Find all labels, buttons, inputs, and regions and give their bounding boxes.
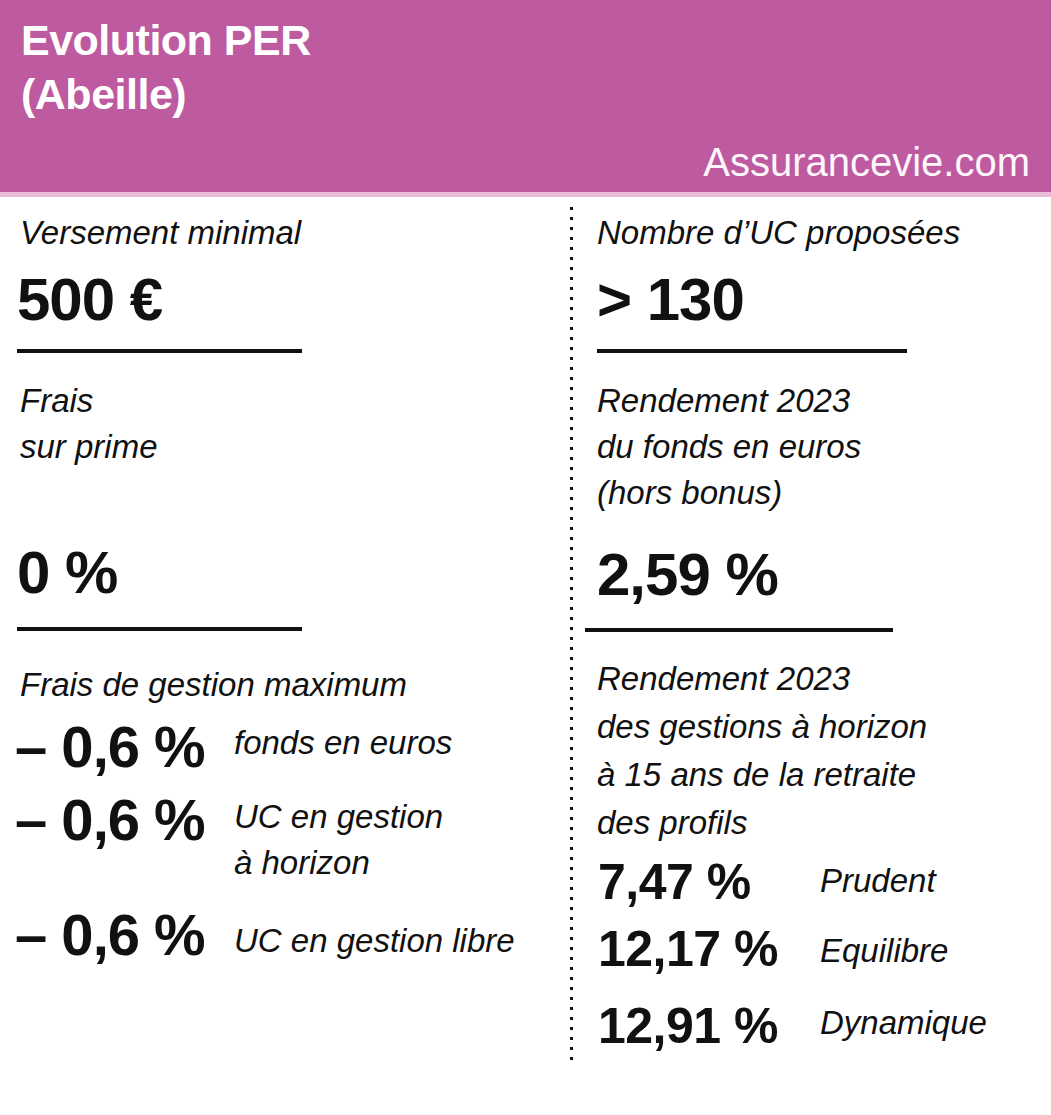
profile-label-prudent: Prudent [820, 858, 936, 904]
fee-value-uc-libre: – 0,6 % [15, 906, 205, 964]
label-rendement-fonds: Rendement 2023 du fonds en euros (hors b… [597, 378, 861, 516]
profile-value-equilibre: 12,17 % [598, 924, 778, 974]
label-frais-gestion: Frais de gestion maximum [20, 662, 407, 708]
value-rendement-fonds: 2,59 % [597, 545, 778, 605]
label-rendement-gestions: Rendement 2023 des gestions à horizon à … [597, 655, 927, 847]
profile-value-dynamique: 12,91 % [598, 1001, 778, 1051]
profile-label-equilibre: Equilibre [820, 928, 948, 974]
label-versement-minimal: Versement minimal [20, 210, 301, 256]
value-versement-minimal: 500 € [17, 270, 162, 330]
column-divider [570, 207, 573, 1063]
rule-left-2 [17, 627, 302, 631]
fee-value-fonds-euros: – 0,6 % [15, 718, 205, 776]
infographic-card: Evolution PER (Abeille) Assurancevie.com… [0, 0, 1051, 1115]
fee-label-fonds-euros: fonds en euros [234, 720, 452, 766]
label-frais-sur-prime: Frais sur prime [20, 378, 158, 470]
value-frais-sur-prime: 0 % [17, 543, 117, 603]
profile-value-prudent: 7,47 % [598, 857, 751, 907]
brand-name: Assurancevie.com [703, 140, 1030, 184]
header-band: Evolution PER (Abeille) Assurancevie.com [0, 0, 1051, 197]
fee-label-uc-libre: UC en gestion libre [234, 918, 515, 964]
profile-label-dynamique: Dynamique [820, 1000, 987, 1046]
fee-label-uc-horizon: UC en gestion à horizon [234, 794, 443, 886]
rule-left-1 [17, 349, 302, 353]
rule-right-1 [597, 349, 907, 353]
label-nombre-uc: Nombre d’UC proposées [597, 210, 960, 256]
rule-right-2 [585, 628, 893, 632]
page-title: Evolution PER (Abeille) [21, 13, 311, 121]
value-nombre-uc: > 130 [597, 270, 744, 330]
fee-value-uc-horizon: – 0,6 % [15, 791, 205, 849]
